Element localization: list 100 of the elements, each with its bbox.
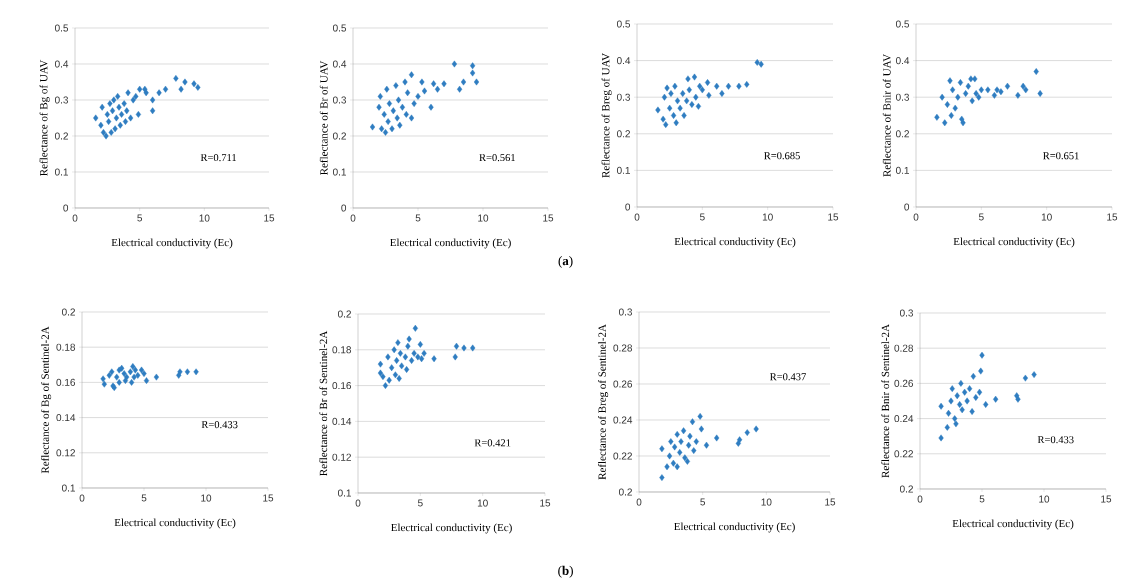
y-tick-label: 0.3 — [54, 96, 69, 104]
x-tick-label: 15 — [828, 213, 839, 221]
x-tick-label: 15 — [1107, 213, 1118, 221]
y-axis-title: Reflectance of Br of Sentinel-2A — [319, 330, 328, 476]
y-tick-label: 0.4 — [54, 60, 69, 68]
x-tick-label: 10 — [762, 213, 773, 221]
y-axis-title: Reflectance of Bg of Sentinel-2A — [41, 326, 52, 474]
annotation: R=0.437 — [770, 373, 806, 381]
x-tick-label: 10 — [1041, 213, 1052, 221]
text: (a) — [558, 256, 573, 268]
y-tick-label: 0.22 — [613, 452, 632, 460]
y-tick-label: 0.2 — [61, 308, 75, 316]
x-tick-label: 15 — [540, 499, 551, 507]
x-tick-label: 15 — [1101, 495, 1112, 503]
x-tick-label: 5 — [699, 213, 705, 221]
y-tick-label: 0.4 — [332, 60, 347, 68]
y-tick-label: 0.1 — [54, 168, 68, 176]
x-axis-title: Electrical conductivity (Ec) — [674, 237, 796, 248]
y-tick-label: 0.5 — [895, 20, 910, 28]
y-axis-title: Reflectance of Bg of UAV — [39, 59, 50, 176]
x-tick-label: 0 — [917, 495, 923, 503]
x-tick-label: 15 — [543, 214, 554, 222]
y-tick-label: 0.16 — [332, 382, 352, 390]
x-tick-label: 15 — [263, 494, 274, 502]
y-tick-label: 0.3 — [618, 308, 633, 316]
x-axis-title: Electrical conductivity (Ec) — [952, 519, 1074, 530]
y-tick-label: 0 — [341, 204, 347, 212]
y-tick-label: 0.2 — [895, 130, 909, 138]
y-tick-label: 0.2 — [332, 132, 346, 140]
y-tick-label: 0.14 — [56, 414, 76, 422]
y-axis-title: Reflectance of Breg of UAV — [601, 53, 612, 178]
x-axis-title: Electrical conductivity (Ec) — [111, 238, 233, 249]
y-axis-title: Reflectance of Bnir of UAV — [882, 54, 891, 177]
y-tick-label: 0.2 — [337, 310, 351, 318]
x-tick-label: 0 — [355, 499, 361, 507]
x-tick-label: 5 — [417, 499, 423, 507]
y-tick-label: 0.26 — [894, 379, 914, 387]
x-tick-label: 10 — [201, 494, 212, 502]
x-tick-label: 5 — [141, 494, 147, 502]
y-tick-label: 0.4 — [895, 57, 910, 65]
y-tick-label: 0.26 — [613, 380, 633, 388]
x-axis-title: Electrical conductivity (Ec) — [953, 237, 1075, 248]
x-tick-label: 5 — [979, 495, 985, 503]
y-tick-label: 0.2 — [899, 485, 913, 493]
annotation: R=0.433 — [1037, 436, 1074, 444]
y-tick-label: 0 — [625, 203, 631, 211]
y-tick-label: 0.28 — [894, 344, 914, 352]
y-tick-label: 0.5 — [54, 24, 69, 32]
y-tick-label: 0.1 — [616, 166, 630, 174]
y-axis-title: Reflectance of Bnir of Sentinel-2A — [881, 324, 890, 478]
y-tick-label: 0.18 — [332, 346, 352, 354]
x-tick-label: 5 — [415, 214, 421, 222]
annotation: R=0.561 — [479, 154, 515, 162]
x-tick-label: 15 — [264, 214, 275, 222]
y-tick-label: 0.3 — [895, 93, 910, 101]
x-tick-label: 5 — [700, 498, 706, 506]
y-tick-label: 0.3 — [332, 96, 347, 104]
x-tick-label: 10 — [761, 498, 772, 506]
annotation: R=0.433 — [201, 421, 238, 429]
text: (b) — [558, 565, 573, 578]
y-tick-label: 0.2 — [618, 488, 632, 496]
y-tick-label: 0.3 — [899, 309, 914, 317]
y-tick-label: 0.24 — [894, 415, 914, 423]
x-axis-title: Electrical conductivity (Ec) — [674, 522, 795, 533]
y-tick-label: 0.28 — [613, 344, 633, 352]
y-tick-label: 0 — [63, 204, 69, 212]
y-tick-label: 0.5 — [332, 24, 347, 32]
x-tick-label: 10 — [1039, 495, 1050, 503]
y-tick-label: 0.14 — [332, 417, 352, 425]
y-axis-title: Reflectance of Breg of Sentinel-2A — [598, 324, 609, 480]
y-tick-label: 0 — [904, 203, 910, 211]
y-tick-label: 0.2 — [616, 130, 630, 138]
x-tick-label: 0 — [636, 498, 642, 506]
x-tick-label: 10 — [477, 499, 488, 507]
x-axis-title: Electrical conductivity (Ec) — [114, 518, 236, 529]
annotation: R=0.651 — [1043, 152, 1079, 160]
y-tick-label: 0.1 — [61, 484, 75, 492]
x-axis-title: Electrical conductivity (Ec) — [390, 238, 511, 249]
x-tick-label: 0 — [634, 213, 640, 221]
y-tick-label: 0.16 — [56, 378, 76, 386]
y-tick-label: 0.22 — [894, 450, 913, 458]
x-tick-label: 5 — [137, 214, 143, 222]
y-tick-label: 0.24 — [613, 416, 633, 424]
y-tick-label: 0.3 — [616, 93, 631, 101]
y-tick-label: 0.18 — [56, 343, 76, 351]
x-tick-label: 0 — [79, 494, 85, 502]
y-tick-label: 0.5 — [616, 20, 631, 28]
y-tick-label: 0.1 — [332, 168, 346, 176]
y-tick-label: 0.12 — [332, 453, 351, 461]
annotation: R=0.685 — [764, 152, 800, 160]
annotation: R=0.711 — [200, 154, 237, 162]
x-tick-label: 15 — [825, 498, 836, 506]
x-tick-label: 10 — [478, 214, 489, 222]
y-tick-label: 0.2 — [54, 132, 68, 140]
y-tick-label: 0.12 — [56, 449, 75, 457]
x-tick-label: 0 — [913, 213, 919, 221]
x-tick-label: 10 — [199, 214, 210, 222]
y-tick-label: 0.1 — [895, 166, 909, 174]
y-tick-label: 0.1 — [337, 489, 351, 497]
y-axis-title: Reflectance of Br of UAV — [319, 60, 328, 175]
